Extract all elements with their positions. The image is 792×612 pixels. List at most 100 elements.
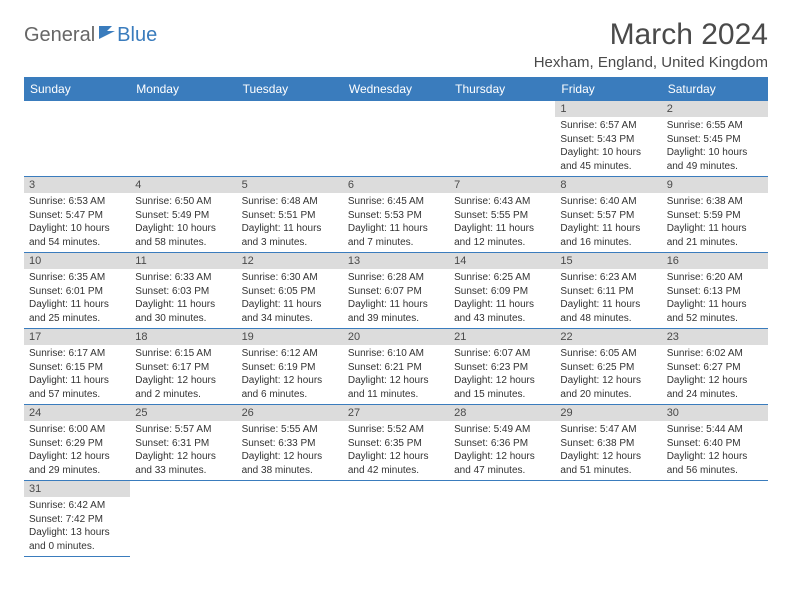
sunset-text: Sunset: 6:19 PM [242, 361, 338, 375]
day-content: Sunrise: 6:55 AMSunset: 5:45 PMDaylight:… [662, 117, 768, 176]
day-content: Sunrise: 6:38 AMSunset: 5:59 PMDaylight:… [662, 193, 768, 252]
day-number: 15 [555, 253, 661, 269]
calendar-day-cell: 12Sunrise: 6:30 AMSunset: 6:05 PMDayligh… [237, 253, 343, 329]
calendar-week-row: 3Sunrise: 6:53 AMSunset: 5:47 PMDaylight… [24, 177, 768, 253]
day-number: 16 [662, 253, 768, 269]
day-content: Sunrise: 6:53 AMSunset: 5:47 PMDaylight:… [24, 193, 130, 252]
daylight-text: Daylight: 11 hours and 52 minutes. [667, 298, 763, 325]
calendar-day-cell: 7Sunrise: 6:43 AMSunset: 5:55 PMDaylight… [449, 177, 555, 253]
calendar-day-cell: 19Sunrise: 6:12 AMSunset: 6:19 PMDayligh… [237, 329, 343, 405]
weekday-header: Tuesday [237, 77, 343, 101]
daylight-text: Daylight: 12 hours and 20 minutes. [560, 374, 656, 401]
calendar-day-cell: 1Sunrise: 6:57 AMSunset: 5:43 PMDaylight… [555, 101, 661, 177]
sunrise-text: Sunrise: 5:57 AM [135, 423, 231, 437]
day-content: Sunrise: 6:57 AMSunset: 5:43 PMDaylight:… [555, 117, 661, 176]
sunrise-text: Sunrise: 6:40 AM [560, 195, 656, 209]
daylight-text: Daylight: 10 hours and 45 minutes. [560, 146, 656, 173]
sunrise-text: Sunrise: 6:07 AM [454, 347, 550, 361]
day-number: 4 [130, 177, 236, 193]
day-content: Sunrise: 6:07 AMSunset: 6:23 PMDaylight:… [449, 345, 555, 404]
weekday-header: Thursday [449, 77, 555, 101]
sunset-text: Sunset: 6:40 PM [667, 437, 763, 451]
daylight-text: Daylight: 11 hours and 16 minutes. [560, 222, 656, 249]
calendar-day-cell: 27 Sunrise: 5:52 AMSunset: 6:35 PMDayligh… [343, 405, 449, 481]
day-content: Sunrise: 6:10 AMSunset: 6:21 PMDaylight:… [343, 345, 449, 404]
day-content: Sunrise: 5:57 AMSunset: 6:31 PMDaylight:… [130, 421, 236, 480]
calendar-day-cell [24, 101, 130, 177]
day-number: 24 [24, 405, 130, 421]
calendar-day-cell [130, 101, 236, 177]
day-content: Sunrise: 6:30 AMSunset: 6:05 PMDaylight:… [237, 269, 343, 328]
day-number: 12 [237, 253, 343, 269]
sunset-text: Sunset: 7:42 PM [29, 513, 125, 527]
day-number: 1 [555, 101, 661, 117]
sunrise-text: Sunrise: 6:23 AM [560, 271, 656, 285]
sunrise-text: Sunrise: 6:48 AM [242, 195, 338, 209]
day-number: 31 [24, 481, 130, 497]
sunrise-text: Sunrise: 5:52 AM [348, 423, 444, 437]
logo-text-general: General [24, 24, 95, 47]
day-content: Sunrise: 6:28 AMSunset: 6:07 PMDaylight:… [343, 269, 449, 328]
sunset-text: Sunset: 6:35 PM [348, 437, 444, 451]
day-content: Sunrise: 6:12 AMSunset: 6:19 PMDaylight:… [237, 345, 343, 404]
day-number: 21 [449, 329, 555, 345]
calendar-day-cell: 17Sunrise: 6:17 AMSunset: 6:15 PMDayligh… [24, 329, 130, 405]
calendar-table: Sunday Monday Tuesday Wednesday Thursday… [24, 77, 768, 557]
sunrise-text: Sunrise: 6:17 AM [29, 347, 125, 361]
sunrise-text: Sunrise: 6:53 AM [29, 195, 125, 209]
calendar-day-cell [662, 481, 768, 557]
daylight-text: Daylight: 12 hours and 11 minutes. [348, 374, 444, 401]
day-content: Sunrise: 5:47 AMSunset: 6:38 PMDaylight:… [555, 421, 661, 480]
calendar-day-cell: 16Sunrise: 6:20 AMSunset: 6:13 PMDayligh… [662, 253, 768, 329]
sunset-text: Sunset: 5:51 PM [242, 209, 338, 223]
day-number: 27 [343, 405, 449, 421]
day-number: 22 [555, 329, 661, 345]
day-content: Sunrise: 6:33 AMSunset: 6:03 PMDaylight:… [130, 269, 236, 328]
day-content: Sunrise: 6:42 AMSunset: 7:42 PMDaylight:… [24, 497, 130, 556]
daylight-text: Daylight: 12 hours and 24 minutes. [667, 374, 763, 401]
sunset-text: Sunset: 6:27 PM [667, 361, 763, 375]
day-content: Sunrise: 6:40 AMSunset: 5:57 PMDaylight:… [555, 193, 661, 252]
sunrise-text: Sunrise: 6:00 AM [29, 423, 125, 437]
sunrise-text: Sunrise: 6:10 AM [348, 347, 444, 361]
sunset-text: Sunset: 6:29 PM [29, 437, 125, 451]
day-number: 25 [130, 405, 236, 421]
calendar-week-row: 31Sunrise: 6:42 AMSunset: 7:42 PMDayligh… [24, 481, 768, 557]
day-number: 9 [662, 177, 768, 193]
sunrise-text: Sunrise: 6:50 AM [135, 195, 231, 209]
sunrise-text: Sunrise: 6:45 AM [348, 195, 444, 209]
calendar-day-cell: 11Sunrise: 6:33 AMSunset: 6:03 PMDayligh… [130, 253, 236, 329]
day-content: Sunrise: 5:55 AMSunset: 6:33 PMDaylight:… [237, 421, 343, 480]
day-number: 8 [555, 177, 661, 193]
sunrise-text: Sunrise: 6:38 AM [667, 195, 763, 209]
sunset-text: Sunset: 6:23 PM [454, 361, 550, 375]
weekday-header: Friday [555, 77, 661, 101]
calendar-week-row: 1Sunrise: 6:57 AMSunset: 5:43 PMDaylight… [24, 101, 768, 177]
flag-icon [98, 24, 116, 47]
calendar-day-cell: 10Sunrise: 6:35 AMSunset: 6:01 PMDayligh… [24, 253, 130, 329]
sunset-text: Sunset: 6:25 PM [560, 361, 656, 375]
sunset-text: Sunset: 5:53 PM [348, 209, 444, 223]
day-number: 29 [555, 405, 661, 421]
calendar-day-cell [130, 481, 236, 557]
daylight-text: Daylight: 12 hours and 42 minutes. [348, 450, 444, 477]
day-number: 11 [130, 253, 236, 269]
calendar-day-cell [449, 101, 555, 177]
sunrise-text: Sunrise: 6:35 AM [29, 271, 125, 285]
daylight-text: Daylight: 12 hours and 29 minutes. [29, 450, 125, 477]
daylight-text: Daylight: 12 hours and 47 minutes. [454, 450, 550, 477]
sunrise-text: Sunrise: 5:47 AM [560, 423, 656, 437]
sunrise-text: Sunrise: 6:43 AM [454, 195, 550, 209]
sunrise-text: Sunrise: 5:44 AM [667, 423, 763, 437]
calendar-day-cell: 22 Sunrise: 6:05 AMSunset: 6:25 PMDayligh… [555, 329, 661, 405]
daylight-text: Daylight: 11 hours and 39 minutes. [348, 298, 444, 325]
calendar-day-cell: 2Sunrise: 6:55 AMSunset: 5:45 PMDaylight… [662, 101, 768, 177]
calendar-day-cell [343, 481, 449, 557]
calendar-day-cell: 26Sunrise: 5:55 AMSunset: 6:33 PMDayligh… [237, 405, 343, 481]
sunset-text: Sunset: 6:01 PM [29, 285, 125, 299]
day-content: Sunrise: 5:44 AMSunset: 6:40 PMDaylight:… [662, 421, 768, 480]
sunrise-text: Sunrise: 6:05 AM [560, 347, 656, 361]
day-content: Sunrise: 6:25 AMSunset: 6:09 PMDaylight:… [449, 269, 555, 328]
day-number: 7 [449, 177, 555, 193]
calendar-day-cell: 23Sunrise: 6:02 AMSunset: 6:27 PMDayligh… [662, 329, 768, 405]
